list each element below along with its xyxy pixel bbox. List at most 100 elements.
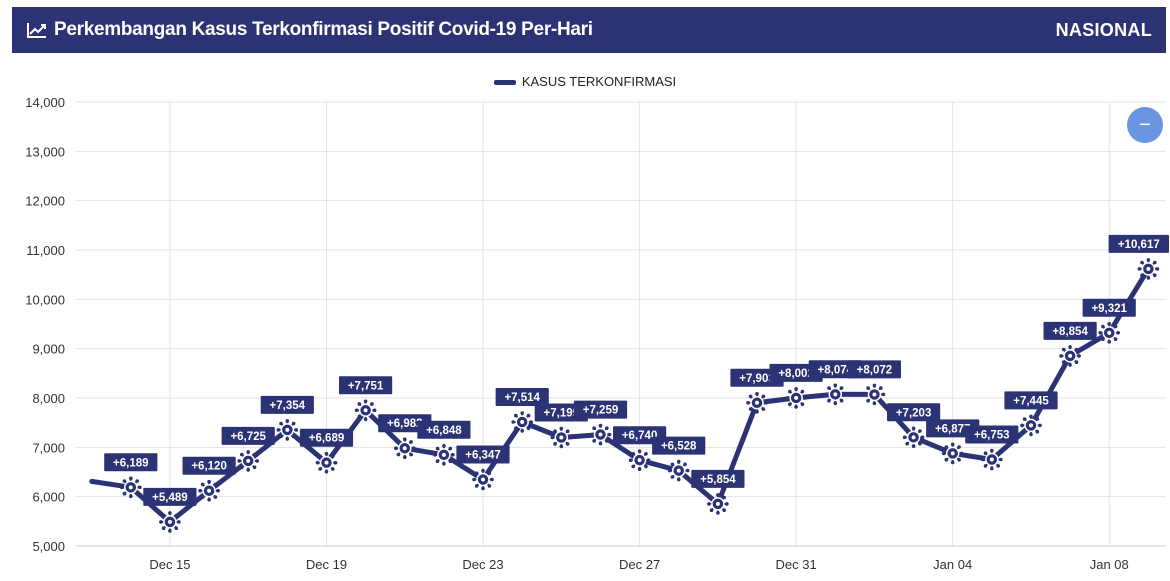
x-tick-label: Dec 15	[149, 557, 190, 572]
virus-marker-icon[interactable]	[785, 387, 807, 409]
virus-marker-icon[interactable]	[511, 411, 533, 433]
data-label-box	[1108, 234, 1169, 253]
data-label: +6,189	[113, 457, 149, 469]
x-tick-label: Jan 08	[1090, 557, 1129, 572]
y-tick-label: 9,000	[32, 342, 65, 357]
data-label-box	[260, 395, 314, 414]
data-label: +7,203	[896, 407, 932, 419]
data-label: +8,854	[1052, 326, 1088, 338]
data-label: +6,982	[387, 418, 423, 430]
virus-marker-icon[interactable]	[1020, 414, 1042, 437]
data-label: +6,725	[230, 431, 266, 443]
series-line	[89, 266, 1151, 525]
y-tick-label: 12,000	[25, 194, 65, 209]
virus-marker-icon[interactable]	[472, 468, 494, 491]
zoom-out-button[interactable]: −	[1127, 107, 1163, 143]
virus-marker-icon[interactable]	[394, 437, 416, 460]
data-label: +5,489	[152, 492, 188, 504]
virus-marker-icon[interactable]	[1059, 345, 1081, 367]
data-label-box	[182, 456, 236, 475]
virus-marker-icon[interactable]	[902, 426, 925, 449]
y-tick-label: 11,000	[26, 243, 65, 258]
data-label: +7,445	[1013, 395, 1049, 407]
data-label: +7,199	[544, 408, 580, 420]
data-label: +6,528	[661, 441, 697, 453]
virus-marker-icon[interactable]	[1137, 258, 1160, 280]
legend-swatch	[493, 80, 516, 86]
virus-marker-icon[interactable]	[1098, 322, 1120, 344]
data-label: +8,072	[857, 364, 893, 376]
y-tick-label: 8,000	[32, 391, 65, 406]
data-label-box	[847, 360, 901, 379]
data-label: +5,854	[700, 474, 736, 486]
data-label-box	[887, 403, 941, 422]
data-label-box	[1004, 391, 1058, 410]
virus-marker-icon[interactable]	[941, 442, 964, 465]
data-label: +6,120	[191, 461, 227, 473]
x-tick-label: Dec 19	[306, 557, 347, 572]
data-label: +7,259	[583, 405, 619, 417]
virus-marker-icon[interactable]	[315, 451, 338, 474]
data-label: +6,689	[309, 433, 345, 445]
x-tick-label: Dec 23	[462, 557, 503, 572]
legend-label[interactable]: KASUS TERKONFIRMASI	[521, 74, 677, 89]
virus-marker-icon[interactable]	[120, 476, 142, 499]
virus-marker-icon[interactable]	[628, 449, 651, 472]
virus-marker-icon[interactable]	[159, 511, 181, 533]
x-tick-label: Jan 04	[933, 557, 972, 572]
virus-marker-icon[interactable]	[354, 399, 377, 422]
data-label-box	[221, 426, 275, 445]
virus-marker-icon[interactable]	[589, 423, 612, 446]
data-label-box	[652, 436, 706, 455]
virus-marker-icon[interactable]	[863, 383, 886, 406]
y-tick-label: 6,000	[32, 490, 65, 505]
virus-marker-icon[interactable]	[276, 419, 299, 441]
virus-marker-icon[interactable]	[550, 426, 573, 449]
x-tick-label: Dec 31	[776, 557, 817, 572]
y-tick-label: 5,000	[32, 539, 65, 554]
data-label: +7,751	[348, 380, 384, 392]
data-label: +8,002	[778, 368, 814, 380]
line-chart-icon	[27, 23, 46, 38]
data-label-box	[456, 445, 510, 464]
virus-marker-icon[interactable]	[981, 448, 1003, 471]
data-label: +6,740	[622, 430, 658, 442]
zoom-out-icon: −	[1139, 113, 1151, 136]
y-tick-label: 14,000	[25, 95, 65, 110]
data-label: +8,074	[818, 364, 854, 376]
data-label-box	[299, 428, 354, 447]
chart-title: Perkembangan Kasus Terkonfirmasi Positif…	[54, 19, 593, 40]
data-label-box	[691, 469, 745, 488]
x-tick-label: Dec 27	[619, 557, 660, 572]
data-label: +10,617	[1118, 239, 1160, 251]
virus-marker-icon[interactable]	[667, 459, 690, 482]
virus-marker-icon[interactable]	[198, 479, 220, 502]
y-tick-label: 13,000	[25, 144, 65, 159]
virus-marker-icon[interactable]	[746, 392, 768, 414]
virus-marker-icon[interactable]	[433, 444, 455, 466]
data-label: +7,514	[504, 392, 540, 404]
data-label-box	[1043, 321, 1097, 340]
data-label-box	[965, 425, 1019, 444]
virus-marker-icon[interactable]	[707, 493, 729, 515]
virus-marker-icon[interactable]	[824, 383, 847, 406]
data-label-box	[339, 376, 393, 395]
data-label: +6,347	[465, 450, 501, 462]
data-label-box	[573, 400, 628, 419]
data-label: +7,903	[739, 373, 775, 385]
data-label: +6,848	[426, 425, 462, 437]
data-label-box	[104, 453, 158, 472]
virus-marker-icon[interactable]	[237, 450, 259, 472]
data-label-box	[495, 388, 549, 406]
y-tick-label: 10,000	[25, 292, 65, 307]
data-label-box	[143, 487, 197, 506]
chart-header: Perkembangan Kasus Terkonfirmasi Positif…	[12, 7, 1166, 53]
chart-legend[interactable]: KASUS TERKONFIRMASI	[0, 74, 1170, 89]
scope-label[interactable]: NASIONAL	[1055, 19, 1152, 40]
data-label-box	[417, 420, 471, 439]
data-label-box	[1082, 298, 1136, 317]
data-label: +6,753	[974, 430, 1010, 442]
y-tick-label: 7,000	[32, 440, 65, 455]
data-label: +6,877	[935, 423, 971, 435]
